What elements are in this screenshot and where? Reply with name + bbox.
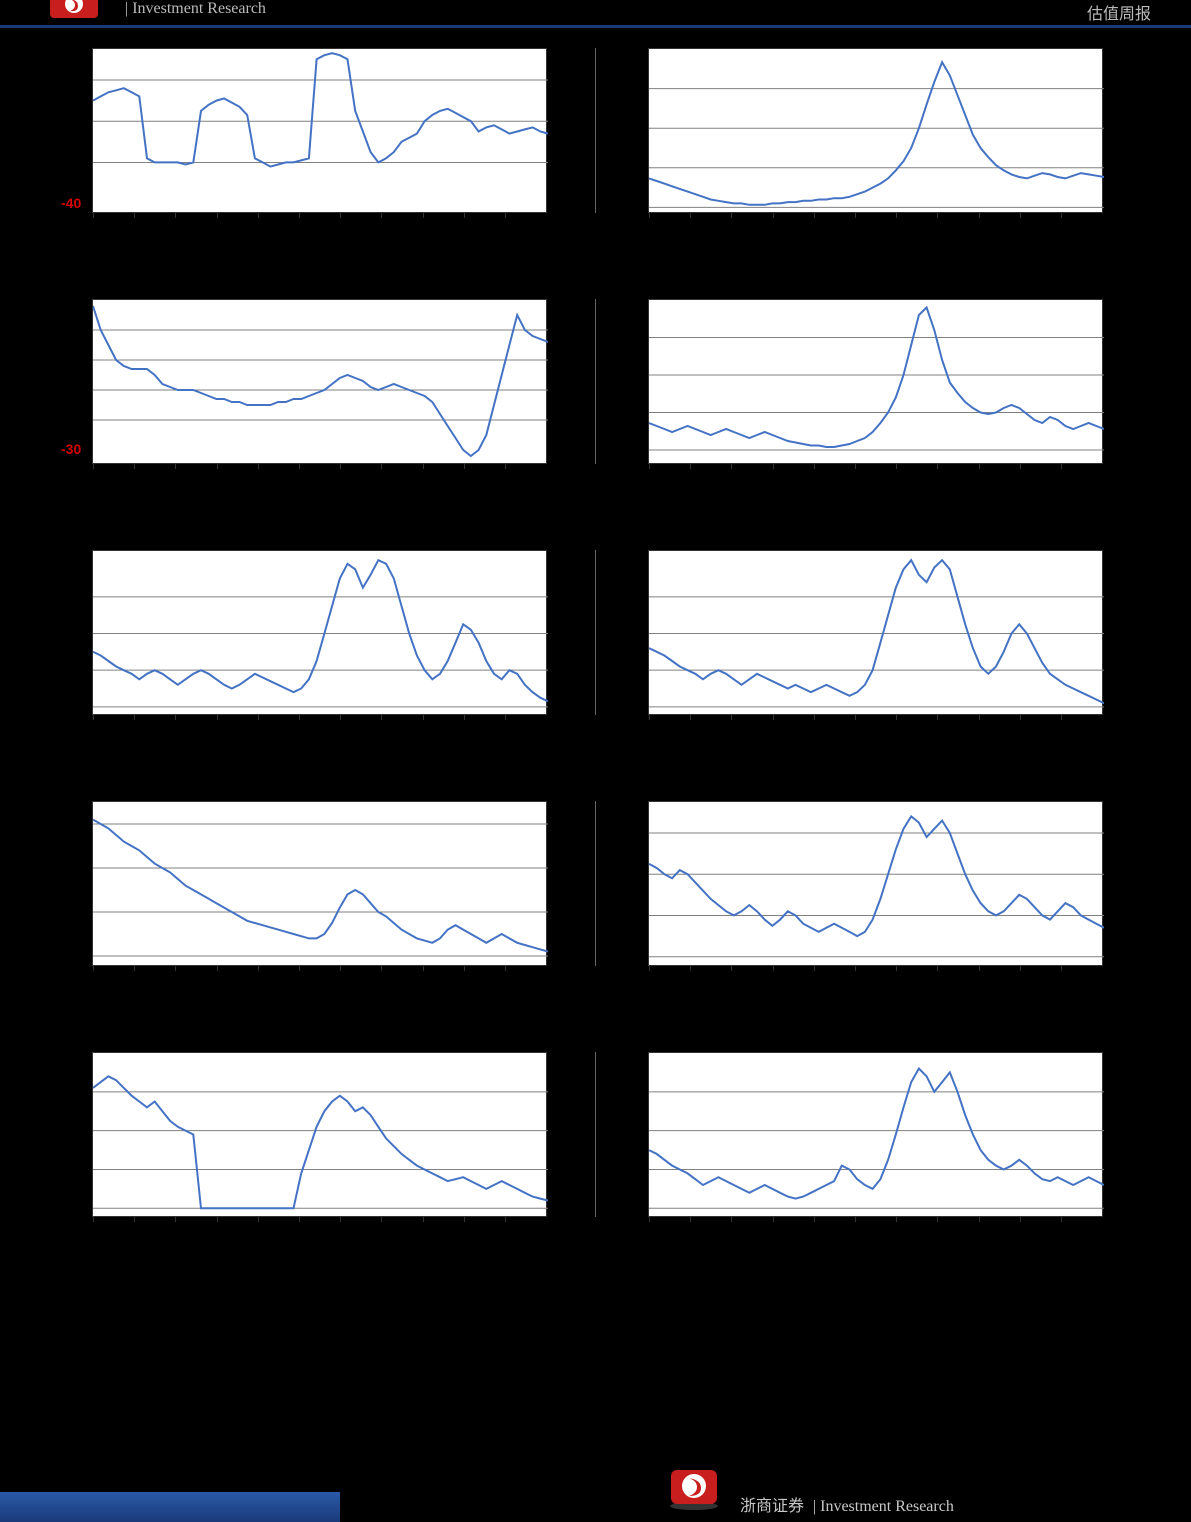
chart-cell-r4c1: [40, 801, 596, 966]
chart-cell-r1c1: -40: [40, 48, 596, 213]
chart-cell-r5c2: [596, 1052, 1151, 1217]
chart-cell-r5c1: [40, 1052, 596, 1217]
chart-cell-r2c1: -30: [40, 299, 596, 464]
footer-text: 浙商证券 | Investment Research: [740, 1492, 954, 1516]
chart-cell-r1c2: [596, 48, 1151, 213]
chart-cell-r2c2: [596, 299, 1151, 464]
y-highlight-label: -40: [61, 195, 81, 211]
chart-cell-r3c2: [596, 550, 1151, 715]
footer-accent-bar: [0, 1492, 340, 1522]
y-highlight-label: -30: [61, 441, 81, 457]
footer-logo-icon: [665, 1466, 723, 1510]
header-logo-icon: [50, 0, 98, 18]
header-right-text: 估值周报: [1087, 0, 1151, 24]
chart-cell-r4c2: [596, 801, 1151, 966]
header-left-text: | Investment Research: [125, 0, 266, 18]
chart-cell-r3c1: [40, 550, 596, 715]
